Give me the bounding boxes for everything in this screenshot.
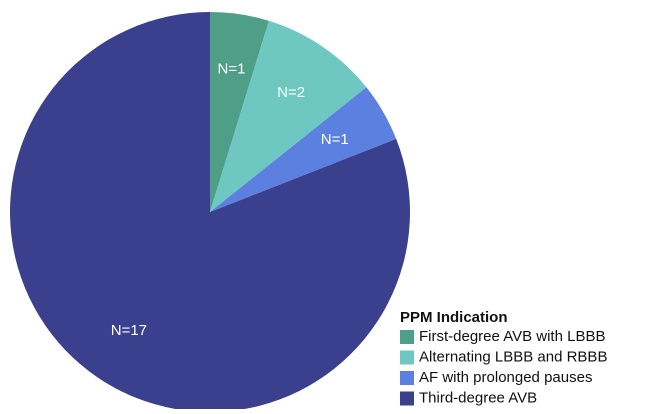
slice-label: N=2 [277, 84, 305, 101]
legend-swatch [400, 350, 414, 365]
pie-slice [210, 87, 397, 212]
legend-title: PPM Indication [400, 309, 508, 326]
slice-label: N=17 [111, 322, 147, 339]
slice-label: N=1 [321, 131, 349, 148]
pie-slice [210, 12, 269, 212]
legend-swatch [400, 330, 414, 344]
slice-label: N=1 [217, 61, 245, 78]
legend-swatch [400, 391, 414, 406]
legend-swatch [400, 371, 414, 385]
pie: N=1 N=2 N=1 N=17 [9, 12, 410, 412]
legend-label: First-degree AVB with LBBB [419, 328, 605, 345]
pie-slice [210, 20, 367, 213]
pie-slice [9, 12, 410, 412]
legend-label: Alternating LBBB and RBBB [419, 348, 607, 365]
legend: PPM Indication First-degree AVB with LBB… [400, 309, 607, 406]
legend-label: AF with prolonged pauses [419, 369, 592, 386]
legend-label: Third-degree AVB [419, 389, 537, 406]
